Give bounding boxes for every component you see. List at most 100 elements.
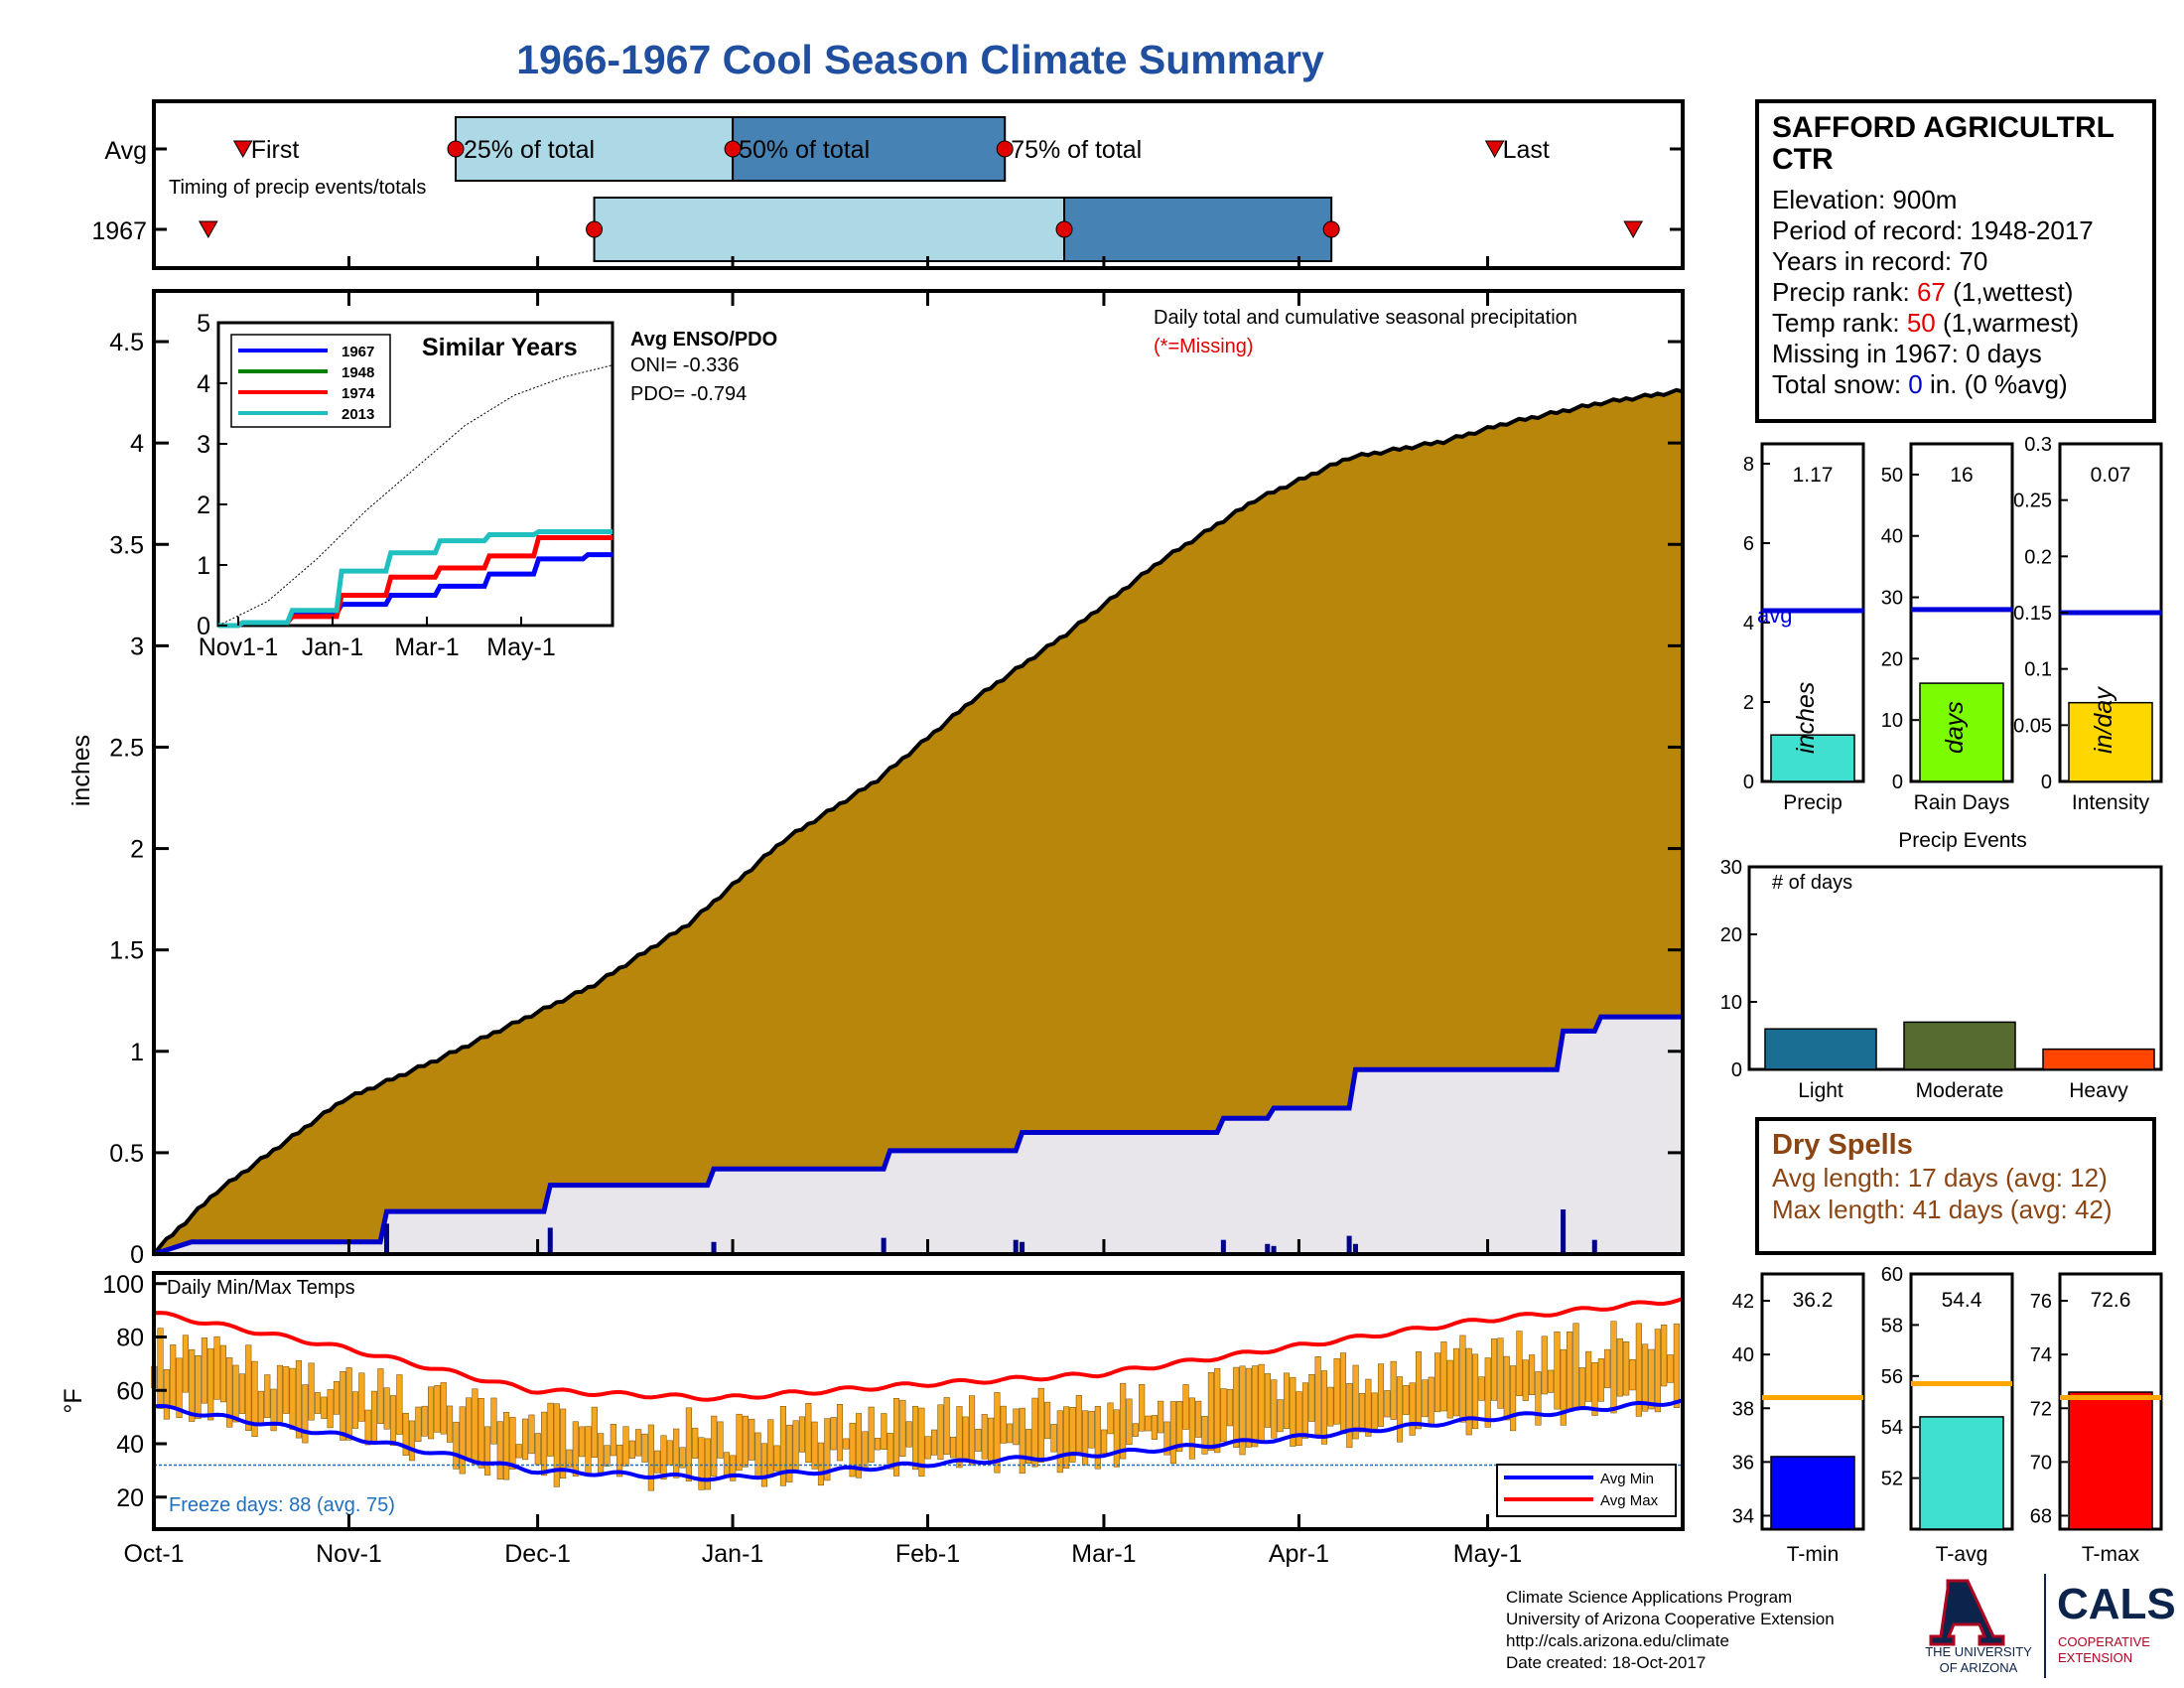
inset-legend-label: 2013 bbox=[341, 406, 374, 423]
daily-temp-bar bbox=[1044, 1401, 1051, 1440]
daily-temp-bar bbox=[905, 1421, 912, 1448]
daily-precip-bar bbox=[1271, 1245, 1277, 1254]
daily-temp-bar bbox=[1314, 1356, 1321, 1436]
temps-y-tick-label: 20 bbox=[116, 1484, 144, 1512]
daily-temp-bar bbox=[1271, 1379, 1278, 1439]
daily-temp-bar bbox=[270, 1388, 277, 1432]
temp-value-text: 36.2 bbox=[1793, 1289, 1834, 1312]
temp-y-tick-label: 38 bbox=[1732, 1398, 1754, 1420]
bar-unit-label: in/day bbox=[2090, 686, 2117, 754]
daily-temp-bar bbox=[1446, 1359, 1453, 1419]
daily-temp-bar bbox=[251, 1360, 258, 1438]
daily-temp-bar bbox=[616, 1444, 623, 1477]
daily-temp-bar bbox=[836, 1404, 844, 1462]
bar-y-tick-label: 0.25 bbox=[2013, 491, 2052, 512]
daily-temp-bar bbox=[1453, 1347, 1460, 1417]
daily-temp-bar bbox=[1188, 1397, 1195, 1460]
event-category-label: Moderate bbox=[1916, 1079, 2004, 1102]
daily-temp-bar bbox=[176, 1357, 183, 1419]
daily-temp-bar bbox=[824, 1418, 831, 1481]
daily-temp-bar bbox=[333, 1380, 341, 1415]
daily-temp-bar bbox=[1195, 1400, 1202, 1438]
daily-temp-bar bbox=[591, 1406, 598, 1458]
daily-precip-bar bbox=[1561, 1209, 1567, 1254]
daily-precip-bar bbox=[383, 1223, 389, 1254]
bar-y-tick-label: 0.3 bbox=[2024, 434, 2052, 456]
daily-temp-bar bbox=[522, 1418, 529, 1461]
daily-temp-bar bbox=[679, 1447, 686, 1469]
inset-x-tick-label: May-1 bbox=[486, 633, 555, 661]
daily-temp-bar bbox=[1245, 1367, 1252, 1448]
daily-temp-bar bbox=[1296, 1391, 1302, 1447]
daily-temp-bar bbox=[257, 1390, 264, 1426]
daily-temp-bar bbox=[779, 1406, 786, 1486]
daily-temp-bar bbox=[302, 1384, 309, 1444]
station-info-box: SAFFORD AGRICULTRL CTR Elevation: 900m P… bbox=[1755, 99, 2156, 423]
daily-temp-bar bbox=[868, 1406, 875, 1463]
bar-category-label: Precip bbox=[1783, 791, 1843, 814]
daily-temp-bar bbox=[1433, 1352, 1441, 1413]
temps-y-tick-label: 60 bbox=[116, 1377, 144, 1405]
main-y-tick-label: 0.5 bbox=[109, 1140, 144, 1168]
events-y-tick-label: 20 bbox=[1720, 924, 1742, 946]
value-bar-precip bbox=[1770, 734, 1855, 782]
daily-temp-bar bbox=[604, 1445, 611, 1467]
freeze-days: Freeze days: 88 (avg. 75) bbox=[169, 1494, 395, 1516]
daily-temp-bar bbox=[1182, 1384, 1189, 1430]
main-y-tick-label: 0 bbox=[130, 1241, 144, 1269]
daily-temp-bar bbox=[264, 1374, 271, 1419]
month-tick-label: Feb-1 bbox=[895, 1540, 960, 1568]
timing-quantile-marker bbox=[1055, 220, 1073, 238]
daily-temp-bar bbox=[1428, 1376, 1434, 1427]
daily-temp-bar bbox=[509, 1417, 516, 1471]
daily-temp-bar bbox=[1201, 1416, 1208, 1455]
temps-legend: Avg Min Avg Max bbox=[1496, 1464, 1677, 1517]
daily-temp-bar bbox=[1139, 1384, 1146, 1432]
daily-temp-bar bbox=[1339, 1352, 1347, 1435]
daily-temp-bar bbox=[899, 1399, 906, 1457]
inset-x-tick-label: Mar-1 bbox=[394, 633, 459, 661]
daily-temp-bar bbox=[1384, 1390, 1391, 1418]
daily-temp-bar bbox=[1013, 1408, 1020, 1446]
daily-temp-bar bbox=[440, 1382, 447, 1435]
daily-temp-bar bbox=[314, 1392, 322, 1414]
daily-temp-bar bbox=[408, 1420, 416, 1462]
temp-y-tick-label: 58 bbox=[1881, 1315, 1903, 1336]
inset-y-tick-label: 0 bbox=[197, 613, 210, 640]
daily-temp-bar bbox=[1082, 1410, 1089, 1466]
daily-temp-bar bbox=[975, 1428, 982, 1452]
daily-temp-bar bbox=[1516, 1331, 1523, 1396]
temp-value-text: 54.4 bbox=[1942, 1289, 1982, 1312]
events-title: Precip Events bbox=[1898, 829, 2027, 852]
daily-temp-bar bbox=[1113, 1409, 1120, 1468]
daily-temp-bar bbox=[749, 1418, 755, 1461]
daily-temp-bar bbox=[207, 1347, 214, 1421]
daily-temp-bar bbox=[1163, 1421, 1170, 1456]
daily-temp-bar bbox=[930, 1429, 938, 1456]
bar-category-label: Intensity bbox=[2072, 791, 2150, 814]
temp-y-tick-label: 52 bbox=[1881, 1469, 1903, 1490]
events-inner-label: # of days bbox=[1772, 872, 1852, 894]
daily-temp-bar bbox=[1025, 1429, 1032, 1464]
daily-temp-bar bbox=[956, 1406, 963, 1469]
daily-temp-bar bbox=[830, 1417, 837, 1451]
daily-temp-bar bbox=[1529, 1354, 1536, 1396]
daily-temp-bar bbox=[1673, 1323, 1680, 1408]
temp-value-bar-t-avg bbox=[1919, 1416, 2004, 1530]
daily-temp-bar bbox=[1233, 1366, 1240, 1448]
daily-temp-bar bbox=[1654, 1329, 1661, 1413]
temps-chart: Daily Min/Max Temps °F Freeze days: 88 (… bbox=[60, 1271, 1685, 1531]
daily-temp-bar bbox=[427, 1386, 435, 1440]
temps-content bbox=[151, 1282, 1684, 1499]
value-bar-intensity bbox=[2068, 701, 2153, 782]
temp-y-tick-label: 56 bbox=[1881, 1366, 1903, 1388]
temp-y-tick-label: 40 bbox=[1732, 1344, 1754, 1366]
daily-precip-bar bbox=[711, 1241, 717, 1254]
dry-spells-title: Dry Spells bbox=[1772, 1129, 1913, 1161]
bar-y-tick-label: 0.2 bbox=[2024, 546, 2052, 568]
daily-temp-bar bbox=[415, 1406, 422, 1442]
daily-temp-bar bbox=[1050, 1424, 1057, 1453]
timing-bars: First 25% of total 50% of total 75% of tota… bbox=[154, 116, 1683, 262]
inset-lines: 0 1 2 3 4 5 Nov1-1 Jan-1 Mar-1 May-1 1967 1948 1974 2… bbox=[197, 310, 614, 661]
